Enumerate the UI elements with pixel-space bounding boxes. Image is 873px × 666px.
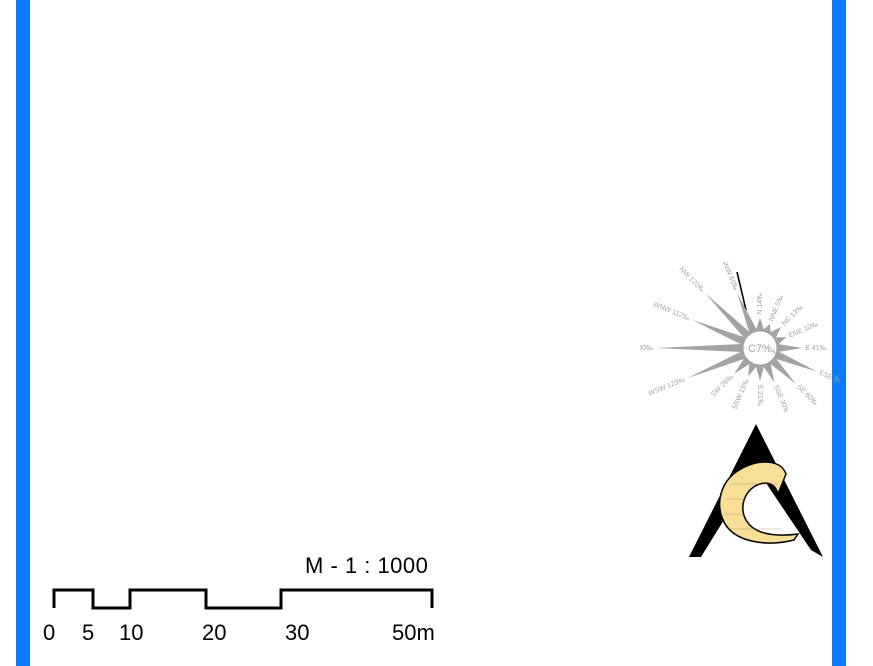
wind-label-14: NW 120‰ [678, 266, 706, 294]
scale-label-5: 5 [82, 620, 95, 645]
north-pointer-line [736, 271, 747, 311]
wind-label-8: S 21‰ [756, 384, 763, 405]
wind-label-4: E 41‰ [805, 345, 826, 352]
logo-c-hatching [724, 483, 781, 530]
wind-ray-7 [763, 363, 775, 383]
scale-bar-segments [52, 588, 434, 610]
wind-ray-2 [769, 326, 782, 339]
wind-label-2: NE 13‰ [781, 304, 805, 328]
scale-bar [52, 588, 434, 610]
scale-label-30: 30 [285, 620, 310, 645]
wind-ray-14 [705, 293, 751, 339]
wind-label-9: SSW 15‰ [732, 378, 751, 411]
calm-circle [740, 328, 780, 368]
wind-ray-11 [687, 351, 745, 379]
wind-label-15: NNW 80‰ [720, 262, 739, 292]
frame-border-right [832, 0, 846, 666]
wind-label-0: N 14‰ [757, 293, 764, 315]
scale-label-20: 20 [202, 620, 227, 645]
wind-label-1: NNE 5‰ [768, 294, 785, 322]
wind-label-12: W 180‰ [640, 345, 653, 352]
scale-ratio-title: M - 1 : 1000 [305, 553, 429, 578]
wind-label-7: SSE 30‰ [772, 384, 790, 412]
wind-label-11: WSW 123‰ [648, 376, 686, 397]
wind-label-3: ENE 10‰ [788, 321, 819, 339]
wind-label-5: ESE 84‰ [818, 370, 840, 388]
wind-label-6: SE 60‰ [795, 384, 818, 407]
frame-border-left [16, 0, 30, 666]
calm-percentage: C7%‰ [748, 343, 778, 356]
north-arrow-triangle [689, 424, 823, 557]
wind-ray-13 [691, 319, 745, 345]
wind-rose: C7%‰ N 14‰ NNE 5‰NE 13‰ENE 10‰ E 41‰ ESE 84… [640, 262, 840, 412]
wind-ray-10 [734, 357, 751, 374]
wind-ray-4 [778, 344, 803, 352]
wind-ray-8 [756, 366, 764, 382]
wind-ray-5 [775, 351, 817, 372]
wind-ray-6 [769, 357, 796, 384]
scale-label-50m: 50m [392, 620, 435, 645]
scale-label-0: 0 [43, 620, 56, 645]
scale-label-10: 10 [119, 620, 144, 645]
north-arrow-logo [689, 424, 823, 557]
wind-label-10: SW 28‰ [710, 374, 735, 399]
wind-ray-12 [656, 344, 742, 352]
wind-ray-0 [756, 317, 764, 330]
wind-label-13: WNW 112‰ [652, 301, 690, 322]
wind-ray-15 [737, 292, 757, 333]
